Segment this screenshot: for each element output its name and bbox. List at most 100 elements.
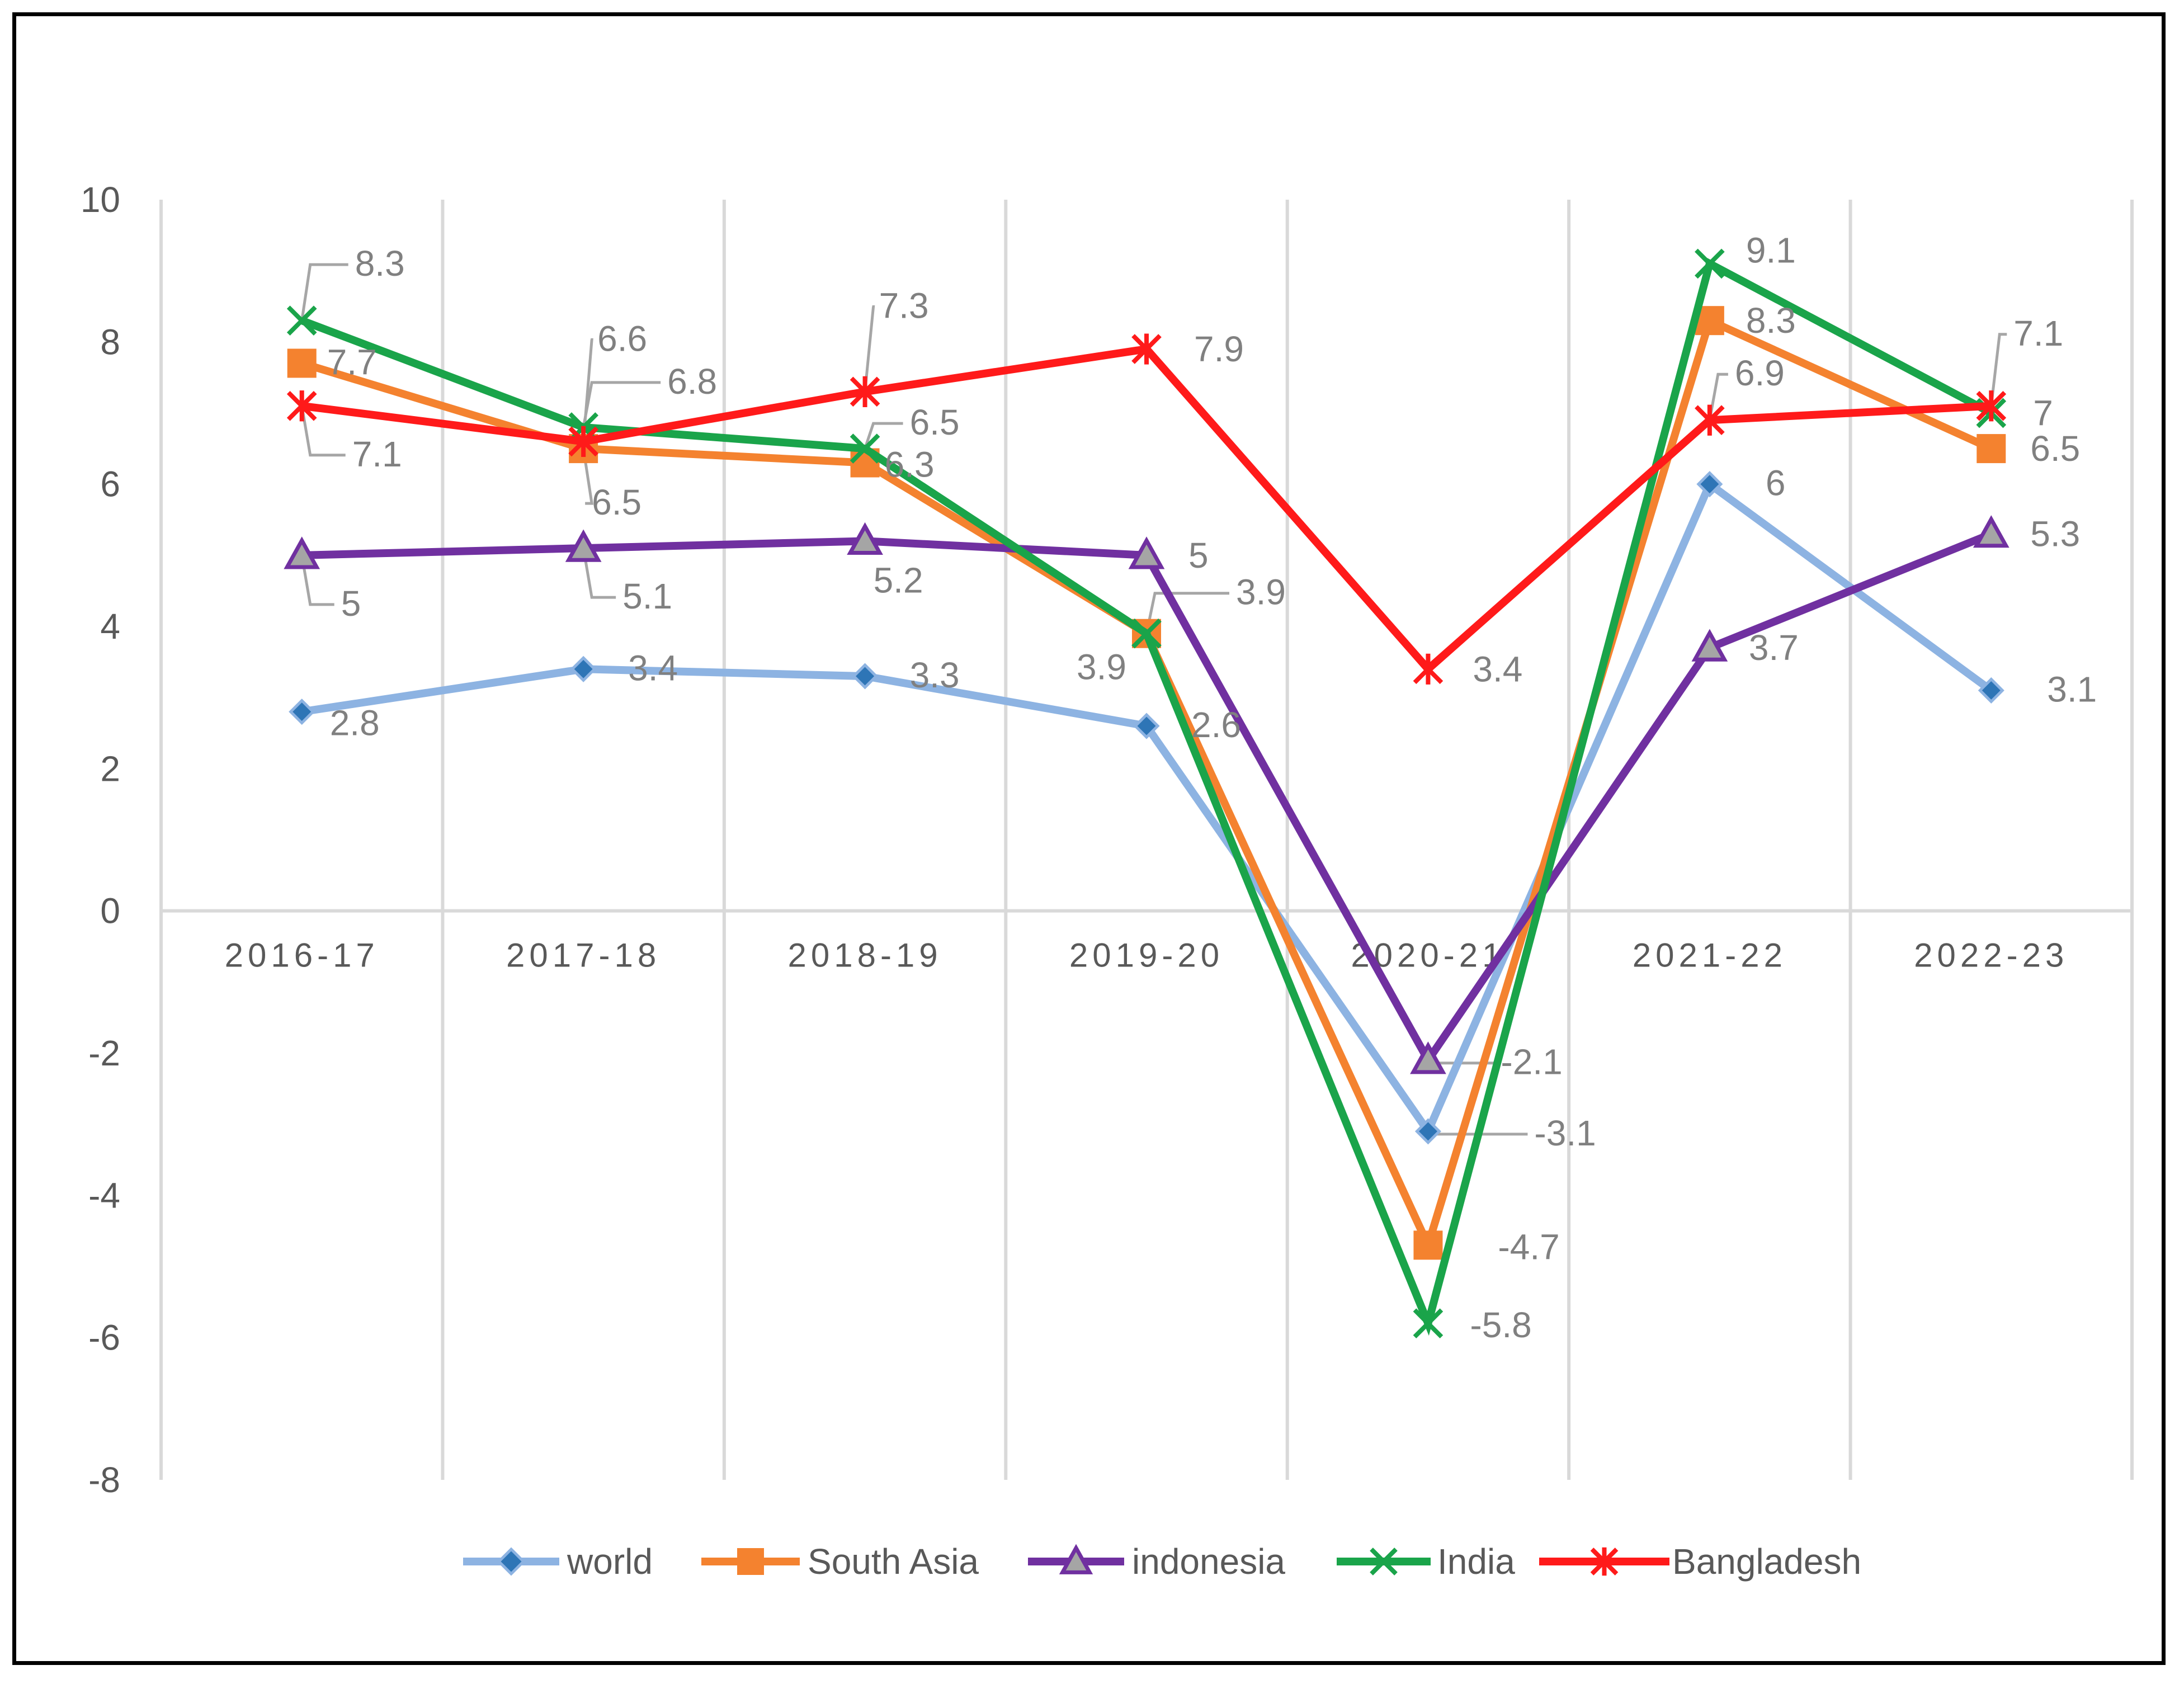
legend-label: Bangladesh [1672, 1541, 1861, 1582]
data-point [286, 390, 317, 422]
data-label: 7.3 [879, 285, 929, 326]
chart-frame [12, 12, 2166, 1665]
data-point [570, 655, 597, 682]
data-label: 3.1 [2047, 669, 2097, 709]
x-tick-label: 2016-17 [225, 937, 379, 974]
data-label: 7.1 [2013, 313, 2063, 353]
data-label: 5.2 [874, 560, 923, 600]
series-line [301, 478, 1994, 1140]
data-point [284, 536, 320, 569]
data-label: -4.7 [1498, 1227, 1559, 1267]
label-leader [300, 405, 346, 457]
data-point [1590, 1547, 1619, 1576]
data-label: 3.4 [628, 648, 678, 688]
data-point [850, 376, 880, 407]
label-leader [300, 263, 348, 321]
data-label: 3.9 [1236, 572, 1286, 612]
y-tick-label: -2 [88, 1033, 120, 1073]
label-leader [300, 555, 334, 606]
series-south-asia [287, 306, 2006, 1260]
y-tick-label: 2 [100, 748, 120, 789]
data-label: 8.3 [1746, 300, 1796, 341]
legend-label: India [1437, 1541, 1515, 1582]
y-tick-label: 0 [100, 891, 120, 931]
legend-item-india: India [1337, 1541, 1515, 1582]
data-point [1696, 471, 1723, 498]
data-label: 7.9 [1194, 329, 1244, 369]
legend: world South Asia indonesia India Bangladesh [463, 1541, 1861, 1582]
data-point [1059, 1544, 1093, 1574]
x-tick-label: 2018-19 [787, 937, 942, 974]
series-line [301, 530, 1993, 1068]
data-point [1691, 629, 1728, 662]
data-point [1131, 618, 1162, 649]
data-label: 6.6 [597, 318, 647, 359]
series-line [300, 315, 1993, 1256]
data-point [1973, 515, 2010, 548]
legend-label: indonesia [1132, 1541, 1285, 1582]
data-label: 2.6 [1191, 705, 1241, 745]
label-leader [1708, 372, 1728, 421]
data-label: 7 [2033, 393, 2053, 433]
data-label: 6.5 [910, 402, 960, 442]
data-point [1978, 677, 2004, 704]
data-label: 5 [341, 583, 361, 624]
data-label: 6.5 [2030, 428, 2080, 469]
legend-label: world [567, 1541, 653, 1582]
y-tick-label: 6 [100, 464, 120, 504]
legend-item-south-asia: South Asia [701, 1541, 979, 1582]
y-tick-label: -8 [88, 1460, 120, 1500]
data-label: 9.1 [1746, 230, 1796, 270]
data-label: 5 [1188, 535, 1209, 576]
data-point [852, 663, 879, 690]
data-labels: 2.83.4 3.32.6-3.163.17.76.56.33.9-4.78.36… [327, 230, 2097, 1345]
x-tick-label: 2021-22 [1633, 937, 1787, 974]
series-world [289, 471, 2004, 1145]
grid-layer [159, 200, 2134, 1480]
data-label: 3.4 [1473, 649, 1522, 689]
y-tick-label: -6 [88, 1318, 120, 1358]
label-leader [864, 305, 875, 392]
data-label: -3.1 [1534, 1113, 1596, 1153]
label-leader [582, 338, 593, 442]
data-point [1410, 1041, 1446, 1074]
label-leader [582, 548, 616, 599]
data-point [1976, 390, 2007, 422]
data-point [1695, 248, 1725, 279]
y-tick-label: 10 [81, 180, 120, 220]
data-point [287, 348, 317, 378]
data-point [1413, 653, 1444, 685]
series-india [286, 248, 2007, 1339]
x-tick-label: 2022-23 [1914, 937, 2068, 974]
y-tick-label: -4 [88, 1175, 120, 1215]
data-label: 3.9 [1077, 647, 1126, 687]
series-bangladesh [286, 333, 2007, 685]
data-point [289, 699, 315, 725]
legend-label: South Asia [808, 1541, 979, 1582]
label-leader [1989, 333, 2007, 407]
data-label: 6 [1766, 463, 1786, 503]
data-label: 7.7 [327, 342, 377, 382]
data-label-leaders [300, 263, 2007, 1136]
data-point [286, 305, 317, 336]
series-indonesia [284, 515, 2010, 1074]
data-label: 5.3 [2030, 514, 2080, 554]
data-point [847, 522, 883, 555]
y-tick-label: 4 [100, 606, 120, 647]
data-label: 6.3 [885, 445, 935, 485]
data-point [1695, 404, 1725, 436]
data-point [1977, 434, 2006, 464]
data-point [1413, 1230, 1443, 1260]
data-label: 5.1 [622, 576, 672, 616]
data-label: -5.8 [1470, 1305, 1531, 1345]
data-label: 3.7 [1749, 628, 1799, 668]
data-label: 6.5 [592, 482, 641, 522]
data-point [565, 529, 602, 562]
data-label: 3.3 [910, 655, 960, 695]
label-leader [582, 448, 594, 505]
data-point [1413, 1308, 1444, 1339]
data-point [850, 433, 880, 464]
x-tick-label: 2019-20 [1069, 937, 1224, 974]
label-leader [582, 381, 661, 428]
y-tick-label: 8 [100, 322, 120, 362]
